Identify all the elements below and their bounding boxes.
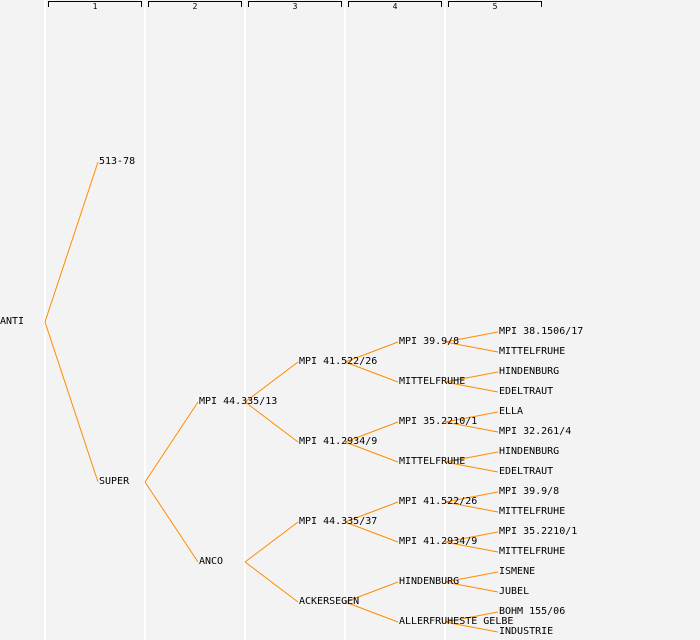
generation-label: 2 — [192, 2, 198, 11]
pedigree-node[interactable]: MPI 44.335/13 — [199, 396, 278, 407]
pedigree-edge — [344, 601, 399, 623]
pedigree-node[interactable]: HINDENBURG — [499, 446, 560, 457]
pedigree-node[interactable]: MPI 41.522/26 — [399, 496, 478, 507]
pedigree-edge — [244, 561, 299, 603]
pedigree-node[interactable]: ISMENE — [499, 566, 536, 577]
pedigree-node[interactable]: EDELTRAUT — [499, 466, 554, 477]
column-separator — [144, 0, 146, 640]
column-separator — [344, 0, 346, 640]
pedigree-edge — [344, 361, 399, 383]
pedigree-node[interactable]: BOHM 155/06 — [499, 606, 566, 617]
pedigree-node[interactable]: MITTELFRUHE — [499, 506, 566, 517]
pedigree-edge — [244, 361, 299, 403]
pedigree-node[interactable]: MPI 44.335/37 — [299, 516, 378, 527]
pedigree-node[interactable]: MPI 41.522/26 — [299, 356, 378, 367]
column-separator — [444, 0, 446, 640]
pedigree-node[interactable]: MPI 41.2934/9 — [299, 436, 378, 447]
pedigree-edge — [144, 401, 199, 483]
column-separator — [244, 0, 246, 640]
pedigree-node[interactable]: EDELTRAUT — [499, 386, 554, 397]
pedigree-edge — [444, 501, 499, 513]
pedigree-edge — [444, 491, 499, 503]
pedigree-edge — [444, 611, 499, 623]
generation-label: 4 — [392, 2, 398, 11]
pedigree-node[interactable]: MITTELFRUHE — [399, 376, 466, 387]
pedigree-root[interactable]: ANTI — [0, 316, 25, 327]
pedigree-edge — [344, 421, 399, 443]
pedigree-edge — [344, 521, 399, 543]
pedigree-node[interactable]: SUPER — [99, 476, 130, 487]
pedigree-edge — [444, 621, 499, 633]
pedigree-edge — [444, 341, 499, 353]
generation-header-3: 3 — [248, 1, 342, 11]
pedigree-edge — [344, 581, 399, 603]
pedigree-node[interactable]: MPI 35.2210/1 — [399, 416, 478, 427]
pedigree-edge — [444, 421, 499, 433]
generation-header-4: 4 — [348, 1, 442, 11]
pedigree-edge — [444, 571, 499, 583]
pedigree-edge — [444, 581, 499, 593]
pedigree-edge — [444, 411, 499, 423]
pedigree-node[interactable]: MPI 38.1506/17 — [499, 326, 584, 337]
pedigree-edge — [44, 321, 99, 483]
column-separator — [44, 0, 46, 640]
pedigree-node[interactable]: HINDENBURG — [399, 576, 460, 587]
pedigree-node[interactable]: MITTELFRUHE — [499, 346, 566, 357]
generation-header-5: 5 — [448, 1, 542, 11]
pedigree-edge — [244, 401, 299, 443]
pedigree-edge — [444, 461, 499, 473]
generation-label: 3 — [292, 2, 298, 11]
pedigree-node[interactable]: MITTELFRUHE — [399, 456, 466, 467]
pedigree-edge — [444, 381, 499, 393]
pedigree-edge — [444, 451, 499, 463]
generation-header-1: 1 — [48, 1, 142, 11]
generation-header-2: 2 — [148, 1, 242, 11]
pedigree-edge — [344, 501, 399, 523]
pedigree-edge — [444, 531, 499, 543]
pedigree-node[interactable]: INDUSTRIE — [499, 626, 554, 637]
pedigree-edge — [144, 481, 199, 563]
pedigree-node[interactable]: MPI 32.261/4 — [499, 426, 572, 437]
pedigree-node[interactable]: ANCO — [199, 556, 224, 567]
pedigree-node[interactable]: MITTELFRUHE — [499, 546, 566, 557]
pedigree-edge — [444, 541, 499, 553]
pedigree-edge — [344, 441, 399, 463]
pedigree-node[interactable]: ACKERSEGEN — [299, 596, 360, 607]
pedigree-node[interactable]: ELLA — [499, 406, 524, 417]
pedigree-node[interactable]: MPI 39.9/8 — [399, 336, 460, 347]
pedigree-edge — [444, 331, 499, 343]
pedigree-node[interactable]: MPI 41.2934/9 — [399, 536, 478, 547]
pedigree-node[interactable]: ALLERFRUHESTE GELBE — [399, 616, 514, 627]
pedigree-node[interactable]: 513-78 — [99, 156, 136, 167]
pedigree-edge — [44, 161, 99, 323]
generation-label: 5 — [492, 2, 498, 11]
pedigree-node[interactable]: MPI 35.2210/1 — [499, 526, 578, 537]
pedigree-node[interactable]: HINDENBURG — [499, 366, 560, 377]
pedigree-node[interactable]: JUBEL — [499, 586, 530, 597]
pedigree-edge — [444, 371, 499, 383]
pedigree-edge — [244, 521, 299, 563]
pedigree-node[interactable]: MPI 39.9/8 — [499, 486, 560, 497]
generation-label: 1 — [92, 2, 98, 11]
pedigree-edge — [344, 341, 399, 363]
